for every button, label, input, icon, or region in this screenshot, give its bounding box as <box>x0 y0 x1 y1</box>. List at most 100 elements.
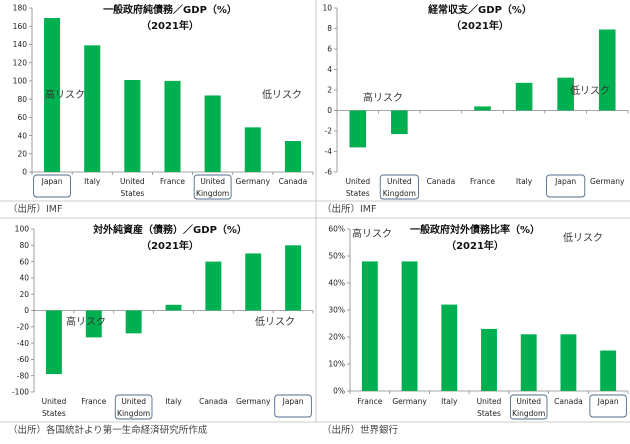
bar-italy <box>166 305 182 311</box>
category-label-line: States <box>477 409 501 418</box>
y-tick-label: 140 <box>13 40 28 49</box>
category-label-line: United <box>345 177 370 186</box>
chart-title: 対外純資産（債務）／GDP（%） <box>92 223 247 236</box>
category-label: United States <box>120 177 145 198</box>
category-label-line: States <box>120 189 144 198</box>
y-tick-label: 10 <box>322 4 332 13</box>
category-label-line: States <box>42 409 66 418</box>
category-label-line: Kingdom <box>196 189 229 198</box>
high-risk-annotation: 高リスク <box>45 88 85 101</box>
bar-united-kingdom <box>205 95 221 172</box>
chart-title: 一般政府純債務／GDP（%） <box>103 3 237 16</box>
y-tick-label: -80 <box>17 371 29 380</box>
category-label: Canada <box>554 397 583 406</box>
high-risk-annotation: 高リスク <box>66 315 106 328</box>
bar-germany <box>402 261 418 391</box>
y-tick-label: 40 <box>19 274 29 283</box>
y-tick-label: 80 <box>19 241 29 250</box>
bar-germany <box>245 127 261 172</box>
y-tick-label: 100 <box>15 225 30 234</box>
category-label-line: United <box>477 397 502 406</box>
category-label-line: United <box>200 177 225 186</box>
y-tick-label: 40% <box>328 279 345 288</box>
category-label: Germany <box>236 177 271 186</box>
y-tick-label: 0 <box>327 106 332 115</box>
category-label: United Kingdom <box>512 397 545 418</box>
category-label: France <box>160 177 185 186</box>
y-tick-label: -60 <box>17 355 29 364</box>
source-note: （出所）IMF <box>8 203 62 215</box>
y-tick-label: -100 <box>12 388 29 397</box>
y-tick-label: 8 <box>327 24 332 33</box>
source-note: （出所）各国統計より第一生命経済研究所作成 <box>8 424 208 436</box>
low-risk-annotation: 低リスク <box>570 84 610 97</box>
category-label-line: States <box>346 189 370 198</box>
bar-japan <box>285 245 301 310</box>
bar-canada <box>285 141 301 172</box>
chart-subtitle: （2021年） <box>141 239 199 252</box>
category-label: Canada <box>199 397 228 406</box>
category-label-line: United <box>121 397 146 406</box>
y-tick-label: 160 <box>13 22 28 31</box>
category-label: Germany <box>392 397 427 406</box>
category-label: Italy <box>516 177 533 186</box>
y-tick-label: 180 <box>13 4 28 13</box>
category-label: Japan <box>282 397 304 406</box>
category-label: Japan <box>41 177 63 186</box>
source-note: （出所）IMF <box>322 203 376 215</box>
category-label: Japan <box>554 177 576 186</box>
category-label-line: United <box>387 177 412 186</box>
bar-italy <box>516 83 533 111</box>
y-tick-label: 0 <box>24 306 29 315</box>
high-risk-annotation: 高リスク <box>352 227 392 240</box>
low-risk-annotation: 低リスク <box>563 231 603 244</box>
category-label: France <box>357 397 382 406</box>
category-label-line: United <box>516 397 541 406</box>
category-label-line: United <box>42 397 67 406</box>
y-tick-label: -4 <box>325 147 333 156</box>
y-tick-label: 20 <box>17 149 27 158</box>
y-tick-label: 60% <box>328 225 345 234</box>
bar-italy <box>84 45 100 172</box>
y-tick-label: 50% <box>328 252 345 261</box>
bar-germany <box>599 30 616 111</box>
chart-title: 経常収支／GDP（%） <box>428 3 532 16</box>
category-label-line: Kingdom <box>512 409 545 418</box>
chart-subtitle: （2021年） <box>446 239 504 252</box>
bar-japan <box>600 351 616 392</box>
chart-subtitle: （2021年） <box>141 19 199 32</box>
bar-united-kingdom <box>521 334 537 391</box>
y-tick-label: 60 <box>19 257 29 266</box>
y-tick-label: 30% <box>328 306 345 315</box>
bar-france <box>474 106 491 110</box>
high-risk-annotation: 高リスク <box>363 91 403 104</box>
y-tick-label: 100 <box>13 77 28 86</box>
category-label: Italy <box>165 397 182 406</box>
bar-france <box>362 261 378 391</box>
y-tick-label: 120 <box>13 58 28 67</box>
low-risk-annotation: 低リスク <box>255 315 295 328</box>
bar-united-kingdom <box>391 111 408 135</box>
bar-canada <box>205 262 221 311</box>
y-tick-label: 6 <box>327 45 332 54</box>
y-tick-label: 10% <box>328 360 345 369</box>
category-label: United States <box>477 397 502 418</box>
category-label-line: Kingdom <box>117 409 150 418</box>
y-tick-label: 20 <box>19 290 29 299</box>
category-label: United Kingdom <box>196 177 229 198</box>
low-risk-annotation: 低リスク <box>262 88 302 101</box>
category-label: United States <box>42 397 67 418</box>
category-label-line: United <box>120 177 145 186</box>
y-tick-label: -2 <box>325 127 333 136</box>
bar-united-states <box>349 111 366 148</box>
y-tick-label: 2 <box>327 86 332 95</box>
bar-united-states <box>481 329 497 391</box>
y-tick-label: -40 <box>17 339 29 348</box>
bar-italy <box>441 305 457 391</box>
y-tick-label: 40 <box>17 131 27 140</box>
source-note: （出所）世界銀行 <box>322 424 399 436</box>
category-label: Japan <box>597 397 619 406</box>
